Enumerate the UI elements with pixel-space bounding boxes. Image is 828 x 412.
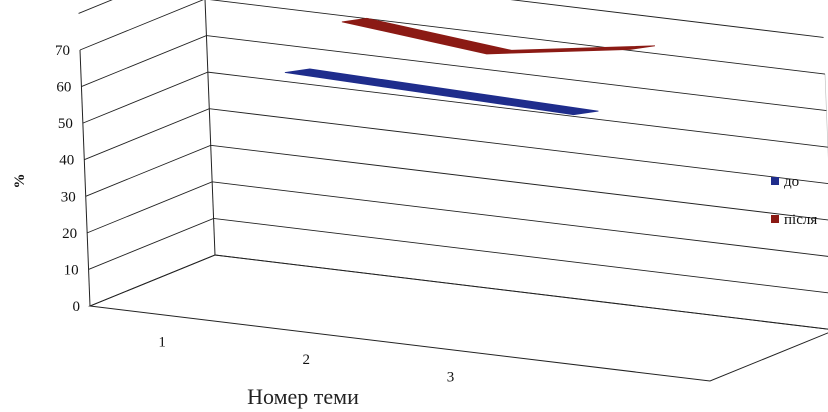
y-tick-label: 60 — [56, 80, 71, 96]
y-tick-label: 70 — [55, 43, 70, 59]
legend-swatch — [771, 177, 779, 185]
series-ribbon-do — [284, 68, 599, 116]
y-tick-label: 40 — [59, 153, 74, 169]
y-tick-labels: 0 10 20 30 40 50 60 70 — [55, 43, 80, 315]
legend-swatch — [771, 215, 779, 223]
x-tick-label: 2 — [303, 352, 311, 368]
series-ribbons — [284, 17, 655, 116]
x-axis-label: Номер теми — [247, 384, 359, 409]
y-tick-label: 20 — [62, 226, 77, 242]
gridline — [86, 181, 828, 257]
gridline — [81, 35, 827, 112]
gridline — [78, 0, 824, 38]
gridlines — [78, 0, 828, 330]
x-tick-labels: 1 2 3 — [158, 335, 454, 386]
y-axis-line — [79, 49, 91, 307]
y-tick-label: 0 — [73, 299, 81, 315]
x-tick-label: 3 — [447, 370, 455, 386]
gridline — [88, 217, 828, 294]
y-tick-label: 10 — [64, 262, 79, 278]
x-tick-label: 1 — [158, 335, 166, 351]
right-wall-edge — [824, 74, 828, 159]
y-axis-label: % — [12, 174, 28, 189]
chart-floor — [88, 254, 828, 382]
legend: до після — [771, 174, 817, 228]
gridline — [89, 254, 828, 330]
chart-walls — [79, 0, 828, 382]
y-tick-label: 50 — [58, 116, 73, 132]
back-wall-edge — [204, 0, 216, 256]
gridline — [85, 144, 828, 221]
series-ribbon-pislia — [341, 17, 655, 55]
gridline — [84, 108, 828, 185]
legend-label: після — [784, 212, 817, 228]
gridline — [82, 71, 828, 148]
legend-label: до — [784, 174, 799, 190]
y-tick-label: 30 — [61, 189, 76, 205]
